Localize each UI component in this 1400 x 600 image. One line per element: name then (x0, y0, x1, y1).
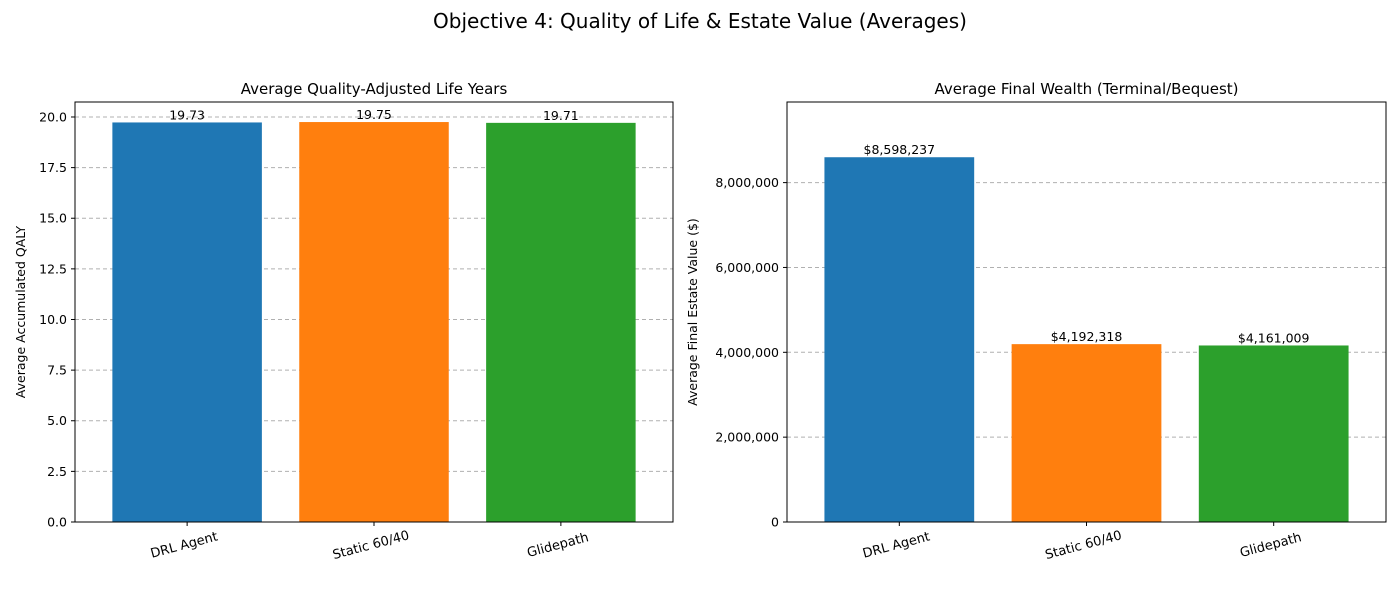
qaly-ytick-label: 12.5 (39, 261, 67, 276)
figure-title: Objective 4: Quality of Life & Estate Va… (433, 9, 967, 33)
qaly-ytick-label: 20.0 (39, 109, 67, 124)
wealth-chart-title: Average Final Wealth (Terminal/Bequest) (934, 80, 1238, 98)
qaly-chart-title: Average Quality-Adjusted Life Years (241, 80, 508, 98)
chart-qaly: 19.73 19.75 19.71 0.0 2.5 5.0 7.5 10.0 12.5 15.0 1… (13, 80, 674, 563)
wealth-y-axis-label: Average Final Estate Value ($) (685, 218, 700, 406)
wealth-ytick-label: 2,000,000 (715, 430, 779, 445)
wealth-data-label-2: $4,192,318 (1051, 329, 1123, 344)
wealth-data-label-3: $4,161,009 (1238, 330, 1310, 345)
qaly-y-axis-label: Average Accumulated QALY (13, 225, 28, 398)
qaly-bar-3 (486, 122, 636, 522)
qaly-xtick-label: DRL Agent (149, 529, 219, 561)
wealth-ytick-label: 4,000,000 (715, 345, 779, 360)
qaly-ytick-label: 15.0 (39, 211, 67, 226)
wealth-xtick-label: Static 60/40 (1044, 528, 1124, 563)
qaly-ytick-label: 17.5 (39, 160, 67, 175)
qaly-bar-1 (112, 122, 262, 522)
qaly-ytick-label: 10.0 (39, 312, 67, 327)
qaly-xtick-label: Glidepath (526, 530, 591, 561)
qaly-data-label-3: 19.71 (543, 108, 579, 123)
wealth-bar-3 (1198, 345, 1349, 522)
qaly-bar-2 (299, 122, 449, 522)
wealth-xtick-label: DRL Agent (861, 529, 931, 561)
wealth-ytick-label: 8,000,000 (715, 175, 779, 190)
qaly-ytick-label: 5.0 (47, 413, 67, 428)
wealth-xtick-label: Glidepath (1238, 530, 1303, 561)
qaly-data-label-2: 19.75 (356, 107, 392, 122)
wealth-data-label-1: $8,598,237 (864, 142, 936, 157)
qaly-xtick-label: Static 60/40 (331, 528, 411, 563)
wealth-bar-1 (824, 157, 975, 522)
wealth-ytick-label: 6,000,000 (715, 260, 779, 275)
qaly-ytick-label: 7.5 (47, 363, 67, 378)
qaly-ytick-label: 2.5 (47, 464, 67, 479)
qaly-ytick-label: 0.0 (47, 515, 67, 530)
chart-final-wealth: $8,598,237 $4,192,318 $4,161,009 0 2,000,000… (685, 80, 1387, 563)
wealth-ytick-label: 0 (771, 515, 779, 530)
qaly-data-label-1: 19.73 (169, 107, 205, 122)
wealth-bar-2 (1011, 344, 1162, 522)
